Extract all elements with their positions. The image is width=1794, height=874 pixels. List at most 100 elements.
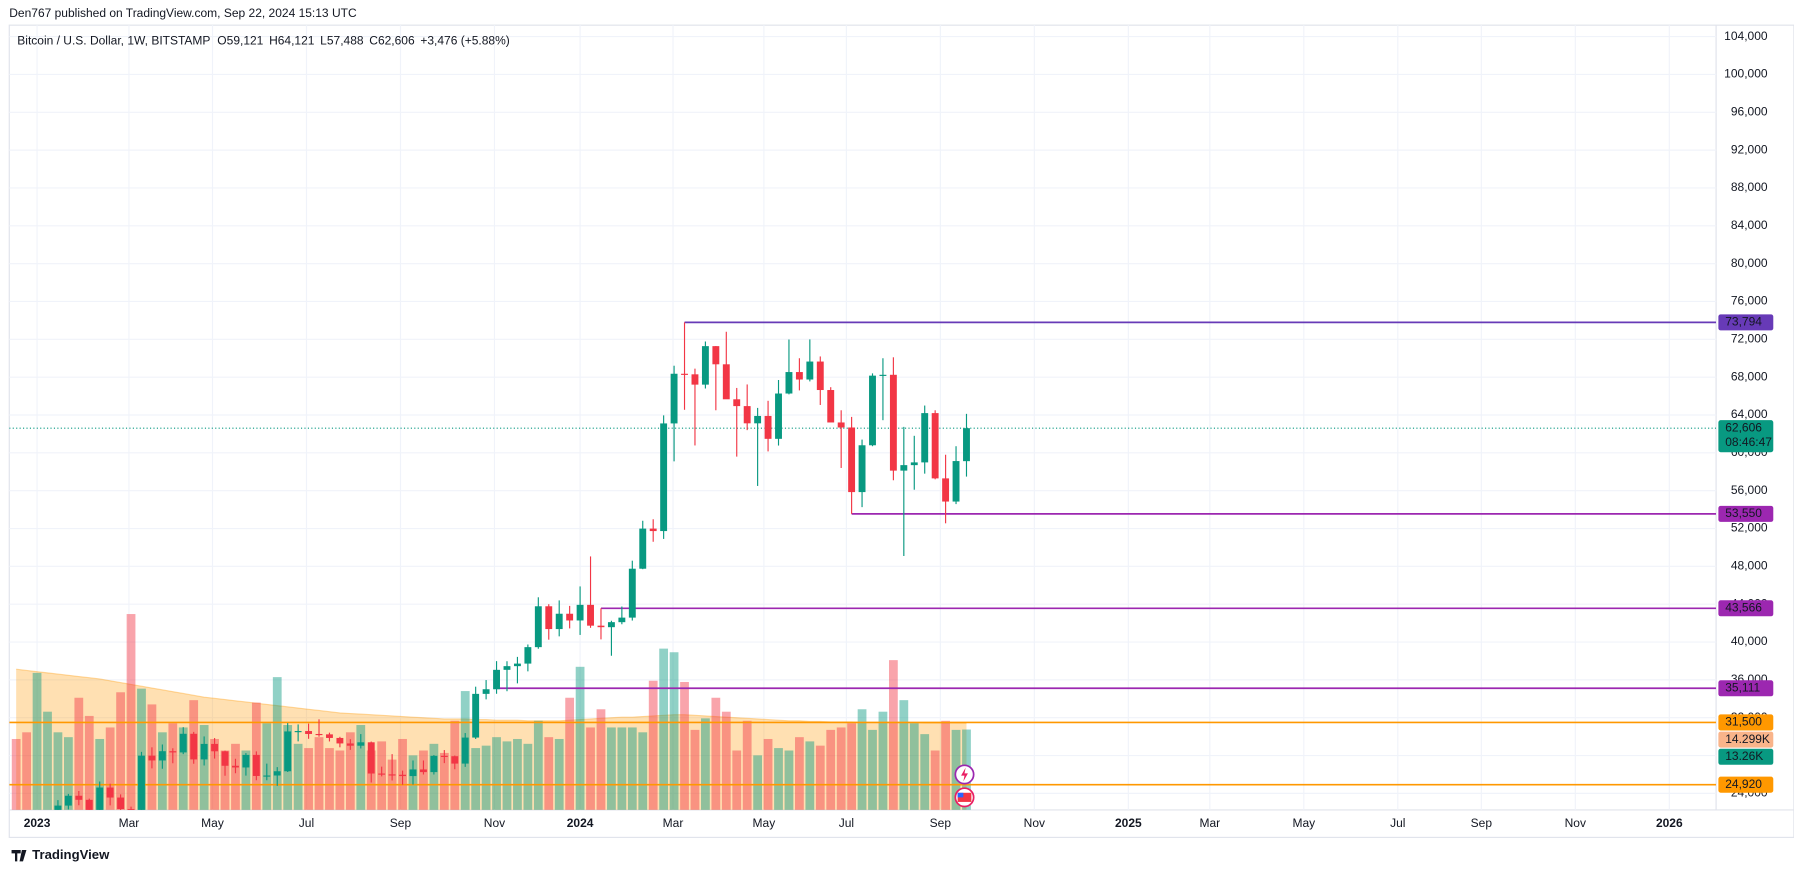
volume-bar: [690, 729, 700, 810]
volume-bar: [857, 709, 867, 810]
candle-body: [148, 755, 156, 761]
volume-bar: [721, 711, 731, 810]
candle-body: [806, 361, 814, 380]
x-tick-label: May: [201, 816, 224, 830]
candle-body: [367, 742, 375, 774]
candle-body: [545, 606, 553, 630]
volume-bar: [157, 732, 167, 810]
volume-bar: [32, 672, 42, 810]
volume-bar: [293, 743, 303, 810]
candle-body: [326, 734, 333, 738]
volume-bar: [11, 738, 21, 810]
icon-bolt: [961, 767, 968, 782]
volume-bar: [43, 711, 52, 810]
volume-bar: [272, 677, 282, 810]
y-tick-label: 80,000: [1731, 256, 1768, 270]
volume-bar: [502, 741, 512, 810]
candle-body: [900, 465, 908, 471]
candle-body: [534, 606, 542, 648]
candle-body: [294, 731, 302, 733]
y-tick-label: 48,000: [1731, 559, 1768, 573]
levels: [9, 321, 1717, 786]
candle-body: [273, 771, 281, 776]
price-badge-label: 13.26K: [1725, 749, 1763, 763]
candle-body: [858, 445, 866, 493]
volume-bar: [544, 737, 554, 810]
candle-body: [305, 731, 313, 734]
volume-bar: [84, 715, 94, 810]
candle-body: [931, 413, 939, 479]
candle-body: [242, 754, 250, 768]
volume-bar: [210, 738, 219, 810]
event-icons: [954, 764, 975, 808]
icon-flag-body: [957, 792, 972, 802]
candle-body: [775, 393, 782, 439]
price-badge: [1718, 680, 1774, 697]
x-tick-label: Nov: [484, 816, 505, 830]
candle-body: [263, 775, 271, 777]
candle-body: [691, 374, 699, 385]
y-tick-label: 88,000: [1731, 180, 1768, 194]
x-tick-label: May: [1292, 816, 1315, 830]
candle-body: [232, 765, 239, 768]
candle-body: [503, 666, 511, 670]
volume-bar: [168, 723, 178, 810]
volume-bar: [753, 755, 763, 810]
volume-bar: [429, 743, 439, 810]
candle-body: [618, 617, 626, 623]
candle-body: [889, 374, 897, 471]
candle-body: [576, 604, 584, 621]
price-badge-label: 31,500: [1725, 715, 1762, 729]
volume-bar: [439, 752, 449, 810]
volume-bar: [909, 723, 919, 810]
candle-body: [493, 669, 500, 690]
candle-body: [315, 733, 323, 736]
legend-value: +3,476 (+5.88%): [420, 33, 509, 47]
volume-bar: [930, 750, 940, 810]
volume-bar: [805, 741, 815, 810]
candle-body: [795, 372, 803, 380]
x-tick-label: 2024: [567, 816, 594, 830]
x-tick-label: Nov: [1565, 816, 1586, 830]
candle-body: [701, 346, 709, 385]
price-badge-label: 62,606: [1725, 420, 1762, 434]
candle-body: [472, 693, 480, 738]
candle-body: [513, 663, 521, 667]
x-tick-label: Jul: [1390, 816, 1405, 830]
volume-bar: [888, 660, 898, 810]
volume-bar: [659, 648, 669, 810]
volume-bar: [763, 738, 773, 810]
y-tick-label: 68,000: [1731, 369, 1768, 383]
y-tick-label: 92,000: [1731, 142, 1768, 156]
volume-bar: [63, 737, 73, 810]
volume-bar: [53, 732, 63, 810]
legend: Bitcoin / U.S. Dollar, 1W, BITSTAMP O59,1…: [17, 33, 510, 47]
candle-body: [169, 751, 177, 753]
x-tick-label: 2023: [24, 816, 51, 830]
candle-body: [430, 755, 438, 773]
candle-body: [712, 346, 720, 365]
candle-body: [388, 774, 396, 776]
x-tick-label: Mar: [663, 816, 684, 830]
volume-bar: [335, 750, 345, 810]
volume-bar: [899, 700, 909, 810]
candle-body: [660, 423, 668, 532]
legend-value: O59,121: [217, 33, 263, 47]
candle-body: [482, 689, 490, 694]
volume-bar: [199, 725, 209, 810]
y-tick-label: 40,000: [1731, 634, 1768, 648]
x-tick-label: Mar: [1199, 816, 1220, 830]
candle-body: [837, 422, 845, 428]
legend-value: C62,606: [369, 33, 415, 47]
volume-bar: [826, 729, 836, 810]
x-tick-label: Sep: [390, 816, 412, 830]
candle-body: [607, 622, 615, 628]
price-badge-label: 73,794: [1725, 315, 1762, 329]
y-tick-label: 52,000: [1731, 521, 1768, 535]
candle-body: [566, 613, 574, 621]
volume-bar: [732, 750, 742, 810]
axes: 2023 Mar May Jul Sep Nov 2024 Mar May Jul Sep Nov 20…: [24, 29, 1774, 830]
price-badge: [1718, 714, 1774, 731]
